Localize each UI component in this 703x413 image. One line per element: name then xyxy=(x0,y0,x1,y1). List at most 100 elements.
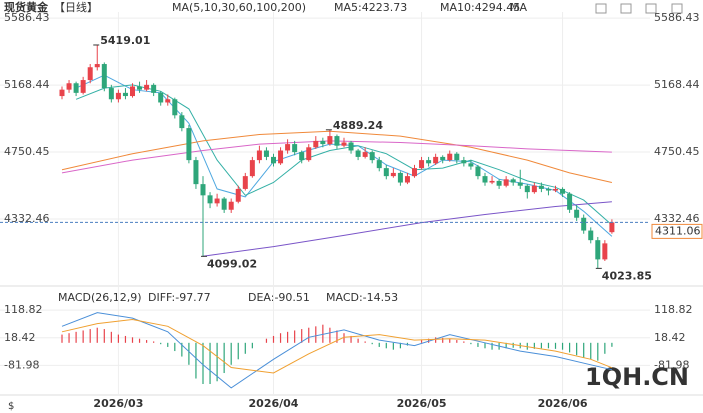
y-tick-label: 5168.44 xyxy=(4,78,50,91)
candle-body xyxy=(503,179,509,186)
legend-entry: MA10:4294.45 xyxy=(440,1,520,14)
candle-body xyxy=(278,150,284,164)
candle-body xyxy=(292,144,298,153)
candle-body xyxy=(517,182,523,186)
candle-body xyxy=(271,156,276,164)
icon[interactable] xyxy=(671,3,683,14)
candle-body xyxy=(581,217,587,231)
y-tick-label: 4750.45 xyxy=(654,145,700,158)
candle-body xyxy=(334,136,340,146)
candle-body xyxy=(475,166,481,177)
macd-legend-entry: DEA:-90.51 xyxy=(248,291,310,304)
candle-body xyxy=(158,92,164,103)
candle-body xyxy=(285,144,291,151)
candle-body xyxy=(327,136,333,145)
y-tick-label: 18.42 xyxy=(654,331,686,344)
candle-body xyxy=(299,152,305,161)
y-tick-label: 118.82 xyxy=(4,303,43,316)
candle-body xyxy=(130,86,135,97)
y-tick-label: 18.42 xyxy=(4,331,36,344)
candle-body xyxy=(419,160,425,169)
candle-body xyxy=(249,160,255,177)
candle-body xyxy=(73,83,79,93)
candle-body xyxy=(256,150,262,161)
high-label: 4889.24 xyxy=(333,119,383,132)
candle-body xyxy=(235,188,241,202)
y-tick-label: 5586.43 xyxy=(4,11,50,24)
candle-body xyxy=(87,67,93,81)
candle-body xyxy=(496,180,502,186)
candle-body xyxy=(412,168,417,177)
icon[interactable] xyxy=(595,3,607,14)
candle-body xyxy=(461,160,467,164)
icon[interactable]: $ xyxy=(8,401,14,412)
x-tick-label: 2026/04 xyxy=(249,397,299,410)
candle-body xyxy=(588,230,594,241)
candle-body xyxy=(66,83,72,90)
candle-body xyxy=(574,209,580,218)
last-price-label: 4311.06 xyxy=(655,224,701,237)
high-label: 5419.01 xyxy=(100,34,150,47)
candle-body xyxy=(165,99,171,103)
candle-body xyxy=(609,222,615,233)
candle-body xyxy=(362,152,368,157)
candle-body xyxy=(468,163,474,167)
legend-entry: MA(5,10,30,60,100,200) xyxy=(172,1,306,14)
icon[interactable] xyxy=(620,3,632,14)
y-tick-label: 118.82 xyxy=(654,303,693,316)
candle-body xyxy=(193,160,199,185)
ma-line xyxy=(75,84,613,226)
y-tick-label: -81.98 xyxy=(654,358,689,371)
candle-body xyxy=(101,64,107,89)
x-tick-label: 2026/03 xyxy=(93,397,143,410)
icon[interactable] xyxy=(645,3,657,14)
macd-legend-entry: MACD(26,12,9) xyxy=(58,291,142,304)
candle-body xyxy=(221,198,227,210)
candle-body xyxy=(115,92,121,100)
candle-body xyxy=(531,185,537,193)
candle-body xyxy=(228,201,234,210)
candle-body xyxy=(489,180,495,183)
candle-body xyxy=(390,172,396,177)
candle-body xyxy=(397,172,403,183)
last-price-box xyxy=(651,223,703,239)
y-tick-label: 4750.45 xyxy=(4,145,50,158)
candle-body xyxy=(242,176,248,189)
dea-line xyxy=(61,318,613,374)
candle-body xyxy=(560,188,566,194)
candle-body xyxy=(214,198,220,204)
legend-entry: MA5:4223.73 xyxy=(334,1,407,14)
candle-body xyxy=(447,153,453,161)
candle-body xyxy=(320,140,326,145)
candle-body xyxy=(369,152,375,161)
toolbar-icons[interactable] xyxy=(595,3,683,14)
diff-line xyxy=(61,312,613,389)
candle-body xyxy=(151,84,157,93)
candle-body xyxy=(553,188,558,191)
candle-body xyxy=(263,150,269,157)
candle-body xyxy=(433,156,439,164)
candle-body xyxy=(510,179,516,183)
candle-body xyxy=(137,86,143,90)
candle-body xyxy=(313,140,319,148)
y-tick-label: 5168.44 xyxy=(654,78,700,91)
macd-legend-entry: MACD:-14.53 xyxy=(326,291,398,304)
candle-body xyxy=(545,188,551,191)
legend-entry: MA xyxy=(510,1,527,14)
x-tick-label: 2026/05 xyxy=(397,397,447,410)
candle-body xyxy=(524,185,530,193)
ma-line xyxy=(61,140,612,174)
candle-body xyxy=(383,168,389,177)
candle-body xyxy=(482,176,488,183)
candle-body xyxy=(404,176,410,183)
ma-line xyxy=(61,130,613,183)
macd-legend-entry: DIFF:-97.77 xyxy=(148,291,211,304)
candle-body xyxy=(200,184,206,196)
candle-body xyxy=(59,89,65,97)
candle-body xyxy=(341,142,347,146)
y-tick-label: 5586.43 xyxy=(654,11,700,24)
candle-body xyxy=(179,115,185,129)
title: 现货黄金 xyxy=(4,0,49,14)
